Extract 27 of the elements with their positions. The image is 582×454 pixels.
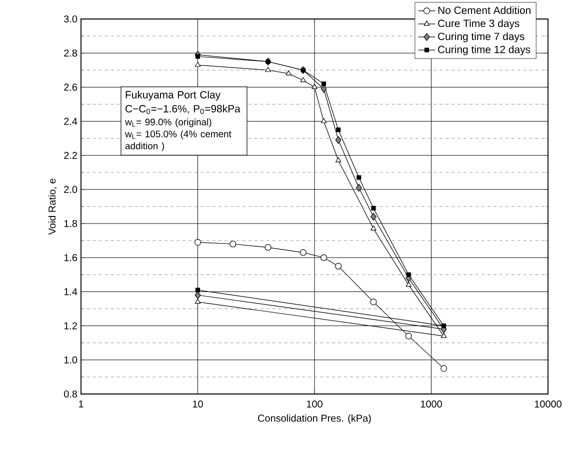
y-tick-label: 0.8: [64, 390, 78, 398]
legend-label: No Cement Addition: [438, 6, 530, 14]
y-axis-title: Void Ratio, e: [48, 178, 57, 235]
legend-label: Cure Time 3 days: [438, 19, 520, 30]
annotation: Fukuyama Port Clay: [126, 90, 221, 101]
y-tick-label: 2.8: [64, 50, 78, 57]
annotation: C−C$_{0}$=−1.6%, P$_{0}$=98kPa: [126, 104, 240, 114]
x-tick-label: 1000: [420, 400, 442, 408]
y-tick-label: 2.2: [64, 152, 77, 159]
y-tick-label: 1.4: [64, 288, 78, 296]
x-axis-title: Consolidation Pres. (kPa): [258, 414, 371, 424]
legend-label: Curing time 7 days: [438, 32, 524, 42]
annotation: w$_{L}$= 99.0% (original): [124, 118, 212, 128]
legend-label: Curing time 12 days: [438, 45, 530, 56]
y-tick-label: 2.4: [64, 118, 78, 125]
x-tick-label: 1: [78, 400, 84, 408]
y-tick-label: 1.8: [64, 220, 78, 228]
x-tick-label: 10: [192, 400, 203, 408]
y-tick-label: 1.2: [64, 322, 77, 330]
y-tick-label: 2.6: [64, 84, 78, 91]
x-tick-label: 100: [306, 400, 322, 408]
y-tick-label: 1.6: [64, 254, 78, 262]
y-tick-label: 1.0: [64, 356, 78, 364]
x-tick-label: 10000: [534, 400, 562, 408]
y-tick-label: 2.0: [64, 186, 78, 193]
annotation: w$_{L}$= 105.0% (4% cement addition ): [124, 130, 232, 152]
y-tick-label: 3.0: [64, 15, 78, 23]
